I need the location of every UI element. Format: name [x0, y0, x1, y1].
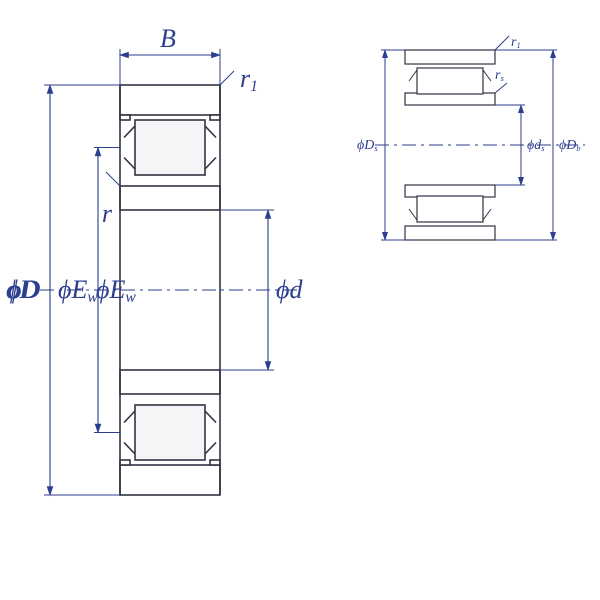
svg-text:rs: rs — [495, 68, 504, 83]
label-small-r1: r1 — [511, 35, 521, 50]
label-phid: ϕd — [276, 275, 303, 304]
svg-text:ϕEw: ϕEw — [58, 275, 98, 306]
outer-race-top — [120, 85, 220, 115]
svg-text:ϕEw: ϕEw — [96, 275, 136, 306]
roller — [135, 120, 205, 175]
label-B: B — [160, 24, 176, 53]
svg-text:ϕDs: ϕDs — [357, 138, 378, 153]
svg-text:ϕDb: ϕDb — [559, 138, 581, 153]
inner-race-top — [120, 186, 220, 210]
inner-race-bot — [120, 370, 220, 394]
label-r1: r1 — [240, 64, 258, 95]
svg-text:ϕds: ϕds — [527, 138, 545, 153]
outer-race-bot — [120, 465, 220, 495]
roller — [135, 405, 205, 460]
label-r: r — [102, 199, 113, 228]
label-phiD2: ϕD — [8, 275, 40, 304]
